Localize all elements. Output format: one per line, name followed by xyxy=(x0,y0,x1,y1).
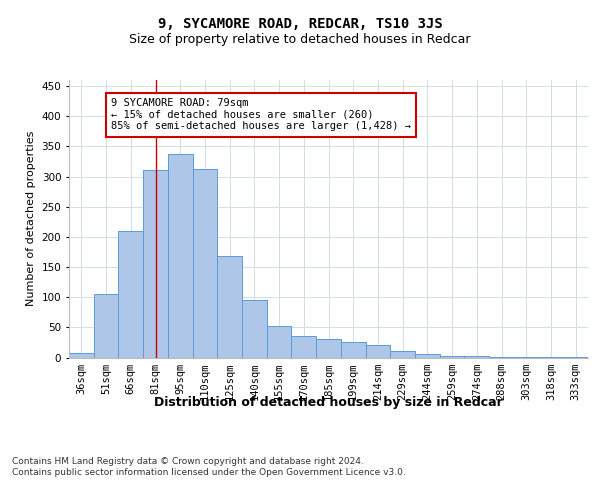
Bar xyxy=(118,231,143,358)
Bar xyxy=(94,294,118,358)
Bar xyxy=(365,346,390,358)
Bar xyxy=(267,326,292,358)
Bar xyxy=(341,342,365,357)
Bar xyxy=(464,356,489,358)
Y-axis label: Number of detached properties: Number of detached properties xyxy=(26,131,36,306)
Text: Distribution of detached houses by size in Redcar: Distribution of detached houses by size … xyxy=(154,396,503,409)
Bar xyxy=(69,354,94,358)
Bar xyxy=(440,356,464,358)
Bar xyxy=(489,357,514,358)
Text: 9, SYCAMORE ROAD, REDCAR, TS10 3JS: 9, SYCAMORE ROAD, REDCAR, TS10 3JS xyxy=(158,18,442,32)
Bar xyxy=(217,256,242,358)
Bar xyxy=(390,352,415,358)
Bar xyxy=(242,300,267,358)
Text: Contains HM Land Registry data © Crown copyright and database right 2024.
Contai: Contains HM Land Registry data © Crown c… xyxy=(12,458,406,477)
Bar xyxy=(514,357,539,358)
Bar xyxy=(292,336,316,357)
Bar xyxy=(193,168,217,358)
Bar xyxy=(168,154,193,358)
Bar xyxy=(316,340,341,357)
Bar xyxy=(143,170,168,358)
Text: Size of property relative to detached houses in Redcar: Size of property relative to detached ho… xyxy=(129,32,471,46)
Bar xyxy=(415,354,440,358)
Text: 9 SYCAMORE ROAD: 79sqm
← 15% of detached houses are smaller (260)
85% of semi-de: 9 SYCAMORE ROAD: 79sqm ← 15% of detached… xyxy=(111,98,411,132)
